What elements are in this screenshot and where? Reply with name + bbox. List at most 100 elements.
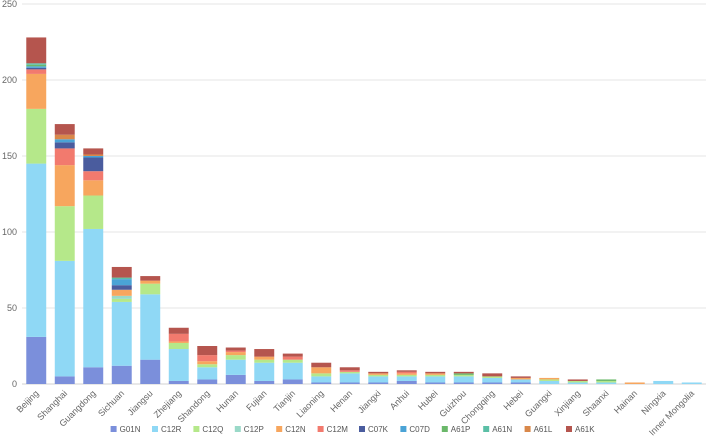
bar-segment-c12q: [368, 374, 389, 377]
bar-segment-c12q: [54, 206, 75, 261]
bar-segment-a61k: [26, 37, 47, 64]
bar-segment-c12m: [339, 370, 360, 372]
x-tick-label: Liaoning: [295, 388, 326, 419]
bar-segment-c12n: [254, 356, 275, 360]
bar-segment-a61k: [425, 371, 446, 374]
bar-segment-c12r: [254, 362, 275, 381]
bar-segment-c12q: [111, 298, 132, 302]
bar-segment-c12n: [396, 373, 417, 375]
legend-swatch-c07k: [359, 426, 365, 432]
bar-segment-c12n: [83, 180, 104, 196]
x-tick-label: Shaanxi: [581, 388, 611, 418]
bar-segment-c12m: [54, 148, 75, 166]
bar-segment-c12r: [111, 301, 132, 366]
bar-segment-c12n: [197, 361, 218, 365]
bar-segment-a61k: [453, 371, 474, 374]
bar-segment-c12q: [539, 379, 560, 381]
y-tick-label: 250: [2, 0, 17, 9]
x-tick-label: Henan: [328, 388, 354, 414]
bar-segment-c12q: [567, 380, 588, 383]
bar-segment-c12p: [111, 295, 132, 299]
bar-segment-c12r: [368, 376, 389, 383]
bar-segment-g01n: [254, 380, 275, 384]
bar-segment-c12n: [225, 352, 246, 356]
bar-segment-g01n: [111, 365, 132, 384]
bar-segment-c12r: [282, 362, 303, 380]
legend-swatch-c12r: [152, 426, 158, 432]
legend-swatch-c07d: [400, 426, 407, 432]
bar-segment-c12r: [653, 380, 674, 384]
x-tick-label: Hebei: [501, 388, 525, 412]
bar-segment-a61p: [26, 64, 47, 67]
bar-segment-c12r: [83, 228, 104, 368]
x-tick-label: Sichuan: [96, 388, 126, 418]
bar-segment-c12q: [311, 373, 332, 377]
bar-segment-c12q: [396, 374, 417, 377]
bar-segment-c12n: [168, 341, 189, 343]
bar-segment-c12r: [339, 373, 360, 383]
bar-segment-g01n: [396, 380, 417, 384]
legend-label: C12Q: [202, 425, 223, 434]
bar-segment-c12m: [26, 69, 47, 74]
bar-segment-c12n: [311, 367, 332, 374]
x-tick-label: Hubei: [416, 388, 440, 412]
legend-swatch-c12m: [317, 426, 324, 432]
bar-segment-c12r: [140, 294, 161, 360]
bar-segment-c12r: [425, 376, 446, 383]
bar-segment-c07d: [83, 156, 104, 158]
bar-segment-c12q: [254, 359, 275, 363]
legend-swatch-a61p: [441, 426, 448, 432]
bar-segment-g01n: [197, 379, 218, 384]
bars: [26, 37, 702, 384]
x-tick-label: Fujian: [244, 388, 268, 412]
bar-segment-a61l: [83, 154, 104, 156]
bar-segment-g01n: [339, 382, 360, 384]
bar-segment-a61l: [54, 134, 75, 140]
bar-segment-c12r: [482, 377, 503, 383]
x-tick-label: Tianjin: [272, 388, 298, 414]
legend-label: C12N: [285, 425, 306, 434]
bar-segment-c12m: [225, 350, 246, 353]
legend-label: C12M: [327, 425, 349, 434]
legend-label: C12R: [161, 425, 182, 434]
bar-segment-c07k: [83, 157, 104, 172]
x-tick-label: Hainan: [612, 388, 639, 415]
bar-segment-g01n: [83, 367, 104, 384]
bar-segment-g01n: [311, 382, 332, 384]
legend-label: A61K: [575, 425, 595, 434]
bar-segment-a61p: [453, 373, 474, 375]
y-tick-label: 0: [12, 379, 17, 389]
legend-label: C07K: [368, 425, 389, 434]
bar-segment-g01n: [482, 382, 503, 384]
bar-segment-c12r: [453, 376, 474, 383]
x-tick-label: Hunan: [214, 388, 240, 414]
x-tick-label: Jiangxi: [356, 388, 383, 415]
bar-segment-c12m: [168, 333, 189, 342]
legend-label: G01N: [120, 425, 141, 434]
legend-swatch-a61k: [566, 426, 572, 432]
bar-segment-c12m: [197, 355, 218, 362]
legend-swatch-a61n: [483, 426, 490, 432]
bar-segment-c12r: [396, 376, 417, 381]
bar-segment-a61k: [510, 376, 531, 378]
legend-label: A61N: [492, 425, 512, 434]
x-tick-label: Beijing: [14, 388, 40, 414]
x-tick-label: Ningxia: [639, 388, 667, 416]
bar-segment-g01n: [140, 359, 161, 384]
bar-segment-c12q: [225, 355, 246, 360]
bar-segment-c12q: [168, 342, 189, 350]
bar-segment-c07k: [26, 67, 47, 70]
bar-segment-a61k: [368, 371, 389, 374]
bar-segment-g01n: [282, 379, 303, 384]
bar-segment-c12q: [197, 364, 218, 368]
bar-segment-c12r: [197, 367, 218, 380]
bar-segment-c12n: [510, 377, 531, 380]
bar-segment-a61k: [225, 347, 246, 351]
bar-segment-a61p: [596, 379, 617, 381]
x-tick-label: Xinjiang: [552, 388, 582, 418]
bar-segment-a61k: [482, 373, 503, 377]
bar-segment-a61k: [254, 349, 275, 357]
bar-segment-c12q: [282, 359, 303, 363]
bar-segment-c12n: [111, 289, 132, 296]
